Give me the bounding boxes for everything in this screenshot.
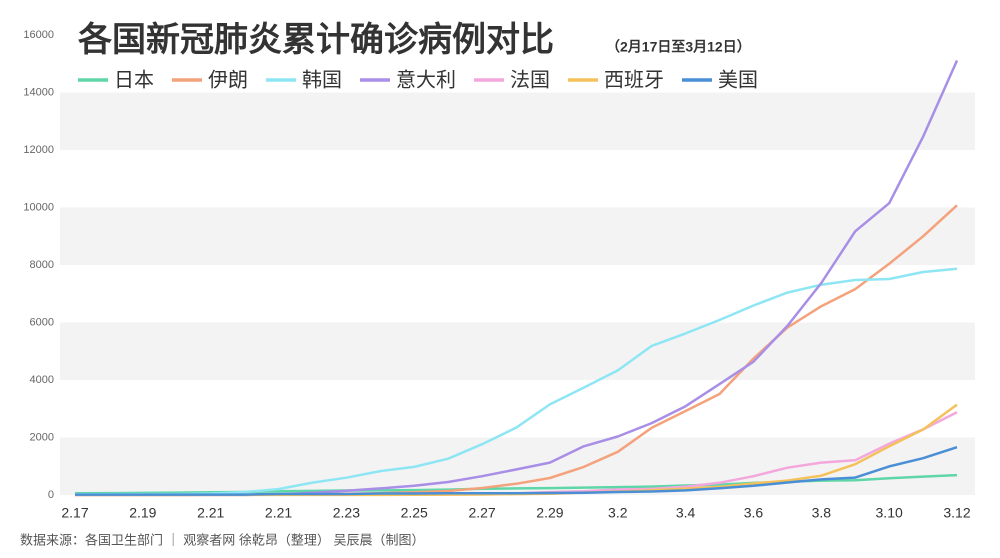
legend-label: 西班牙	[604, 68, 664, 91]
legend-item: 美国	[682, 68, 758, 91]
legend-label: 意大利	[396, 68, 456, 91]
legend-item: 意大利	[360, 68, 456, 91]
x-tick-label: 3.2	[608, 505, 628, 521]
x-tick-label: 2.19	[129, 505, 156, 521]
source-note: 数据来源：各国卫生部门 ｜ 观察者网 徐乾昂（整理） 吴辰晨（制图）	[20, 532, 424, 547]
legend-label: 法国	[510, 68, 550, 91]
legend-label: 伊朗	[208, 68, 248, 91]
x-tick-label: 3.8	[812, 505, 832, 521]
series-line	[75, 267, 958, 496]
grid-band	[60, 437, 975, 495]
y-tick-label: 12000	[23, 144, 54, 156]
legend-item: 韩国	[266, 68, 342, 91]
x-tick-label: 2.23	[333, 505, 360, 521]
y-tick-label: 6000	[30, 316, 54, 328]
legend-item: 西班牙	[568, 68, 664, 91]
legend-item: 伊朗	[172, 68, 248, 91]
y-tick-label: 14000	[23, 86, 54, 98]
y-tick-label: 10000	[23, 201, 54, 213]
x-tick-label: 3.6	[744, 505, 764, 521]
grid-band	[60, 207, 975, 265]
x-tick-label: 3.12	[943, 505, 970, 521]
x-tick-label: 2.21	[265, 505, 292, 521]
series-line	[75, 446, 958, 496]
y-tick-label: 0	[48, 489, 54, 501]
legend-item: 法国	[474, 68, 550, 91]
x-tick-label: 2.21	[197, 505, 224, 521]
y-tick-label: 8000	[30, 259, 54, 271]
x-tick-label: 2.29	[536, 505, 563, 521]
y-tick-label: 4000	[30, 374, 54, 386]
legend-label: 美国	[718, 68, 758, 91]
chart-subtitle: （2月17日至3月12日）	[606, 39, 751, 55]
x-tick-label: 2.27	[468, 505, 495, 521]
chart-title: 各国新冠肺炎累计确诊病例对比	[78, 20, 554, 59]
legend-item: 日本	[78, 68, 154, 91]
x-tick-label: 2.17	[61, 505, 88, 521]
y-tick-label: 2000	[30, 431, 54, 443]
grid-band	[60, 92, 975, 150]
x-tick-label: 3.4	[676, 505, 696, 521]
legend-label: 日本	[114, 68, 154, 91]
x-tick-label: 3.10	[876, 505, 903, 521]
legend-label: 韩国	[302, 68, 342, 91]
x-tick-label: 2.25	[401, 505, 428, 521]
y-tick-label: 16000	[23, 29, 54, 41]
grid-band	[60, 322, 975, 380]
